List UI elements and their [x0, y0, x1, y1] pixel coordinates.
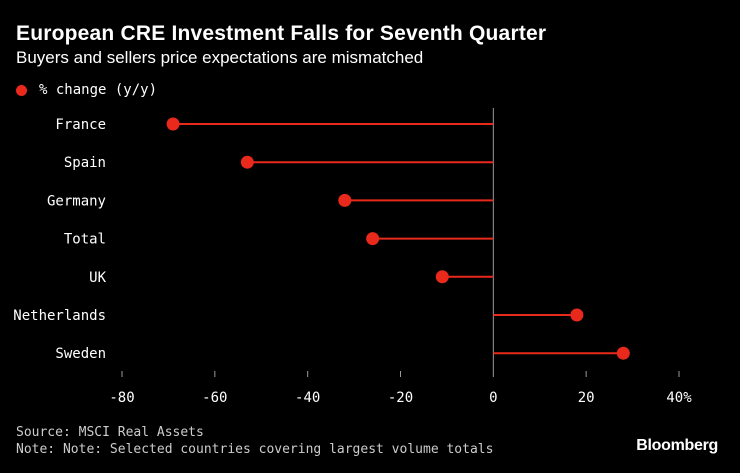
x-tick-label: 0: [489, 390, 497, 406]
lollipop-dot: [366, 232, 380, 246]
lollipop-dot: [338, 193, 352, 207]
lollipop-dot: [166, 117, 180, 131]
lollipop-dot: [616, 346, 630, 360]
lollipop-dot: [435, 270, 449, 284]
legend-label: % change (y/y): [39, 82, 158, 98]
chart-subtitle: Buyers and sellers price expectations ar…: [16, 48, 424, 67]
category-label: France: [55, 117, 106, 133]
x-tick-label: -40: [295, 390, 320, 406]
chart-title: European CRE Investment Falls for Sevent…: [16, 22, 547, 45]
category-label: Netherlands: [13, 308, 106, 324]
x-tick-label: -60: [202, 390, 227, 406]
bloomberg-logo: Bloomberg: [636, 437, 718, 454]
footer-notes: Source: MSCI Real Assets Note: Note: Sel…: [16, 424, 493, 458]
x-tick-label: -20: [388, 390, 413, 406]
category-label: Spain: [64, 155, 106, 171]
x-tick-label: 40%: [666, 390, 692, 406]
legend: % change (y/y): [16, 80, 157, 100]
category-label: UK: [89, 270, 106, 286]
x-tick-label: 20: [578, 390, 595, 406]
source-text: Source: MSCI Real Assets: [16, 425, 204, 440]
lollipop-dot: [240, 155, 254, 169]
lollipop-dot: [570, 308, 584, 322]
category-label: Germany: [47, 193, 106, 209]
legend-marker-icon: [16, 84, 27, 96]
x-tick-label: -80: [109, 390, 134, 406]
category-label: Sweden: [55, 346, 106, 362]
note-text: Note: Note: Selected countries covering …: [16, 442, 494, 457]
category-label: Total: [64, 232, 106, 248]
